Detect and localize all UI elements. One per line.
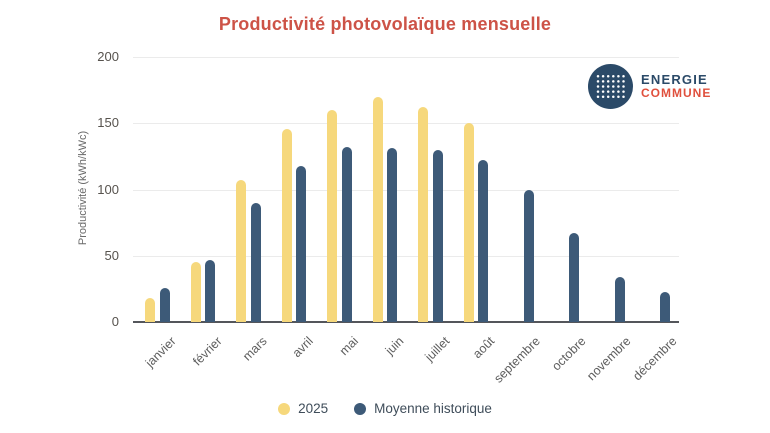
y-tick-label: 100 (97, 181, 119, 197)
x-tick-label: avril (289, 334, 316, 361)
bar-serie-moyenne-historique (341, 147, 352, 322)
chart-title: Productivité photovolaïque mensuelle (218, 14, 552, 34)
bar-serie-moyenne-historique (478, 160, 488, 322)
x-tick-label: septembre (491, 334, 543, 386)
bar-serie-2025 (190, 262, 201, 322)
bar-serie-2025 (418, 107, 428, 322)
bar-serie-moyenne-historique (432, 149, 443, 322)
logo-text: ENERGIE COMMUNE (641, 73, 711, 99)
gridline (133, 255, 679, 257)
x-tick-label: mai (336, 334, 361, 359)
x-tick-label: mars (240, 334, 270, 364)
bar-serie-moyenne-historique (250, 202, 261, 322)
logo-text-commune: COMMUNE (641, 86, 712, 101)
x-tick-label: juin (382, 334, 407, 358)
x-tick-label: octobre (549, 334, 589, 374)
bar-serie-moyenne-historique (569, 233, 579, 322)
legend-item[interactable]: 2025 (278, 401, 328, 416)
bar-serie-moyenne-historique (614, 276, 625, 322)
bar-serie-2025 (372, 96, 383, 322)
legend-label: Moyenne historique (374, 401, 492, 416)
y-tick-label: 50 (104, 247, 119, 263)
x-tick-label: novembre (584, 334, 634, 384)
gridline (133, 57, 679, 58)
x-axis-line (133, 321, 679, 323)
legend-swatch-icon (354, 402, 367, 415)
logo-text-energie: ENERGIE (641, 72, 708, 88)
x-tick-label: juillet (421, 334, 452, 365)
bar-serie-2025 (463, 123, 474, 322)
x-tick-label: février (189, 334, 225, 369)
bar-serie-moyenne-historique (205, 259, 215, 322)
bar-serie-2025 (281, 128, 292, 322)
legend-swatch-icon (278, 402, 291, 415)
bar-serie-moyenne-historique (159, 287, 170, 322)
x-tick-label: août (470, 334, 498, 362)
x-tick-label: janvier (142, 334, 179, 370)
bar-serie-moyenne-historique (387, 148, 397, 322)
y-tick-label: 200 (97, 49, 119, 64)
y-tick-label: 150 (97, 115, 119, 131)
logo-dotted-globe-icon (588, 64, 633, 109)
bar-serie-moyenne-historique (660, 291, 670, 322)
gridline (133, 123, 679, 125)
bar-serie-moyenne-historique (296, 165, 306, 322)
y-tick-label: 0 (111, 314, 119, 329)
bar-serie-moyenne-historique (523, 189, 534, 322)
gridline (133, 189, 679, 191)
bar-serie-2025 (145, 298, 155, 322)
chart-legend: 2025 Moyenne historique (0, 401, 770, 416)
legend-label: 2025 (298, 401, 329, 416)
bar-serie-2025 (327, 110, 337, 322)
legend-item[interactable]: Moyenne historique (354, 401, 492, 416)
energie-commune-logo: ENERGIE COMMUNE (588, 64, 711, 109)
bar-serie-2025 (236, 180, 246, 322)
x-tick-label: décembre (630, 334, 680, 384)
